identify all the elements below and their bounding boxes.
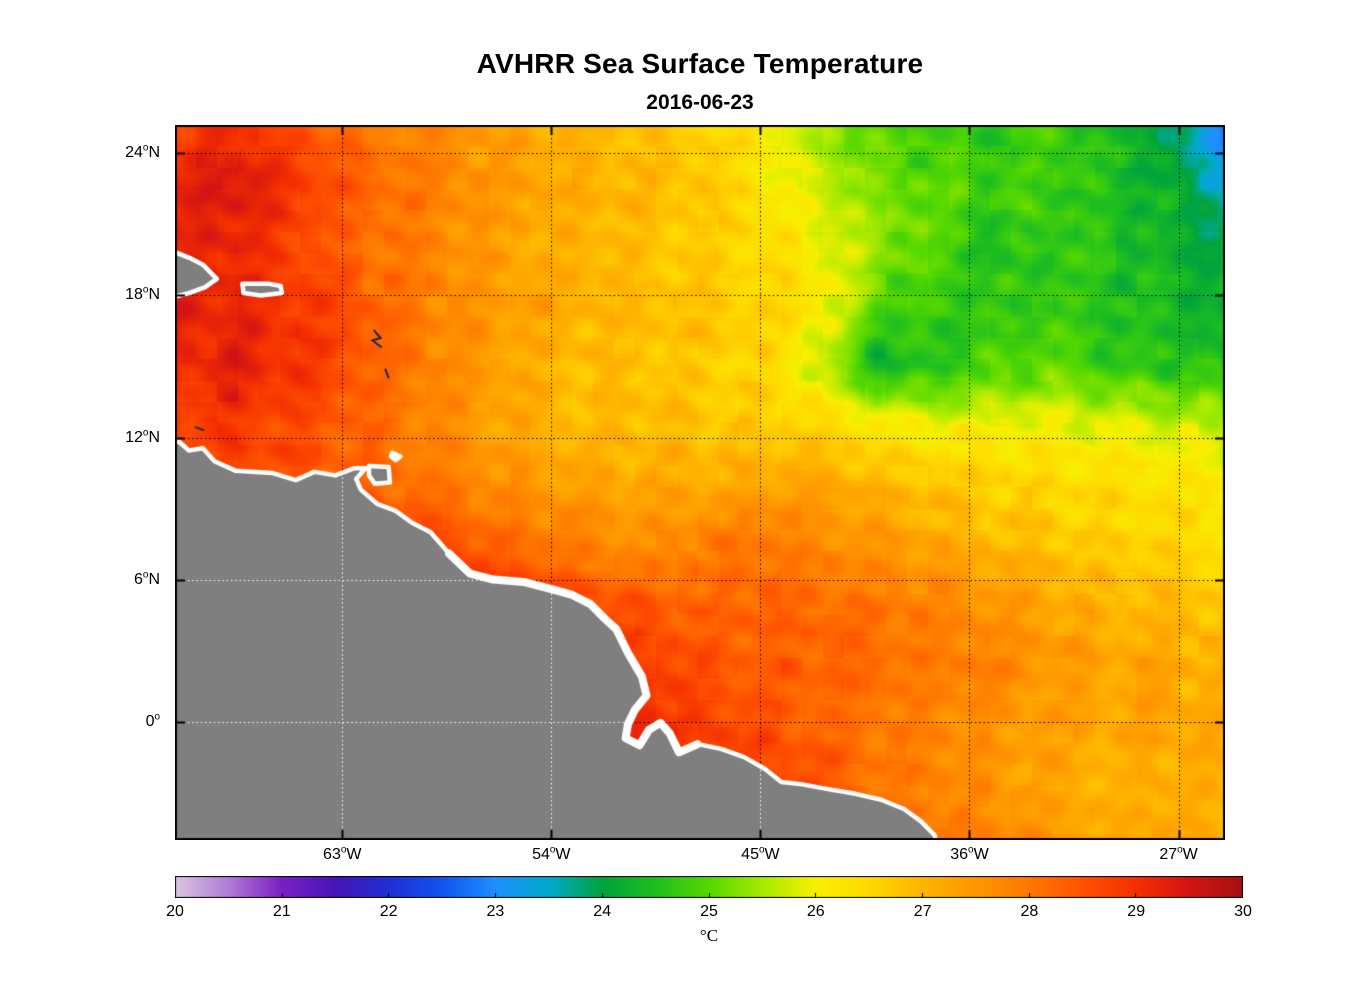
colorbar-tick-22: 22 <box>379 903 398 920</box>
chart-title: AVHRR Sea Surface Temperature <box>476 48 924 79</box>
colorbar-tick-24: 24 <box>593 903 612 920</box>
colorbar-tick-25: 25 <box>700 903 718 920</box>
colorbar-tick-28: 28 <box>1020 903 1039 920</box>
y-tick-label-18N: 18oN <box>125 285 160 304</box>
degree-symbol: o <box>142 427 149 439</box>
y-tick-label-24N: 24oN <box>125 143 160 162</box>
degree-symbol: o <box>154 711 160 723</box>
degree-symbol: o <box>142 143 149 155</box>
colorbar-tick-29: 29 <box>1127 903 1146 920</box>
degree-symbol: o <box>142 569 149 581</box>
x-tick-label-63W: 63oW <box>323 844 362 863</box>
degree-symbol: o <box>340 844 347 856</box>
y-tick-label-6N: 6oN <box>134 569 160 588</box>
colorbar-tick-23: 23 <box>486 903 505 920</box>
x-tick-label-36W: 36oW <box>950 844 989 863</box>
x-tick-label-45W: 45oW <box>741 844 780 863</box>
x-tick-label-27W: 27oW <box>1159 844 1198 863</box>
degree-symbol: o <box>758 844 765 856</box>
map-plot <box>175 125 1225 840</box>
chart-subtitle: 2016-06-23 <box>646 91 754 114</box>
colorbar-tick-21: 21 <box>272 903 291 920</box>
degree-symbol: o <box>968 844 974 856</box>
colorbar-tick-30: 30 <box>1234 903 1252 920</box>
colorbar-tick-labels: 20 21 22 23 24 25 26 27 28 29 30 <box>166 898 1252 922</box>
colorbar: 20 21 22 23 24 25 26 27 28 29 30 °C <box>166 876 1252 956</box>
degree-symbol: o <box>1177 844 1183 856</box>
y-tick-label-0deg: 0o <box>145 711 160 730</box>
colorbar-tick-20: 20 <box>166 903 184 920</box>
degree-symbol: o <box>549 844 556 856</box>
colorbar-tick-27: 27 <box>913 903 932 920</box>
y-tick-label-12N: 12oN <box>125 427 160 446</box>
degree-symbol: o <box>142 285 149 297</box>
x-tick-label-54W: 54oW <box>532 844 571 863</box>
sst-heatmap-canvas <box>175 125 1225 840</box>
y-axis-tick-labels: 24oN 18oN 12oN 6oN 0o <box>0 125 167 840</box>
colorbar-gradient-canvas <box>175 876 1243 898</box>
colorbar-unit-label: °C <box>699 926 719 945</box>
colorbar-tick-26: 26 <box>806 903 825 920</box>
x-axis-tick-labels: 63oW 54oW 45oW 36oW 27oW <box>175 844 1225 872</box>
